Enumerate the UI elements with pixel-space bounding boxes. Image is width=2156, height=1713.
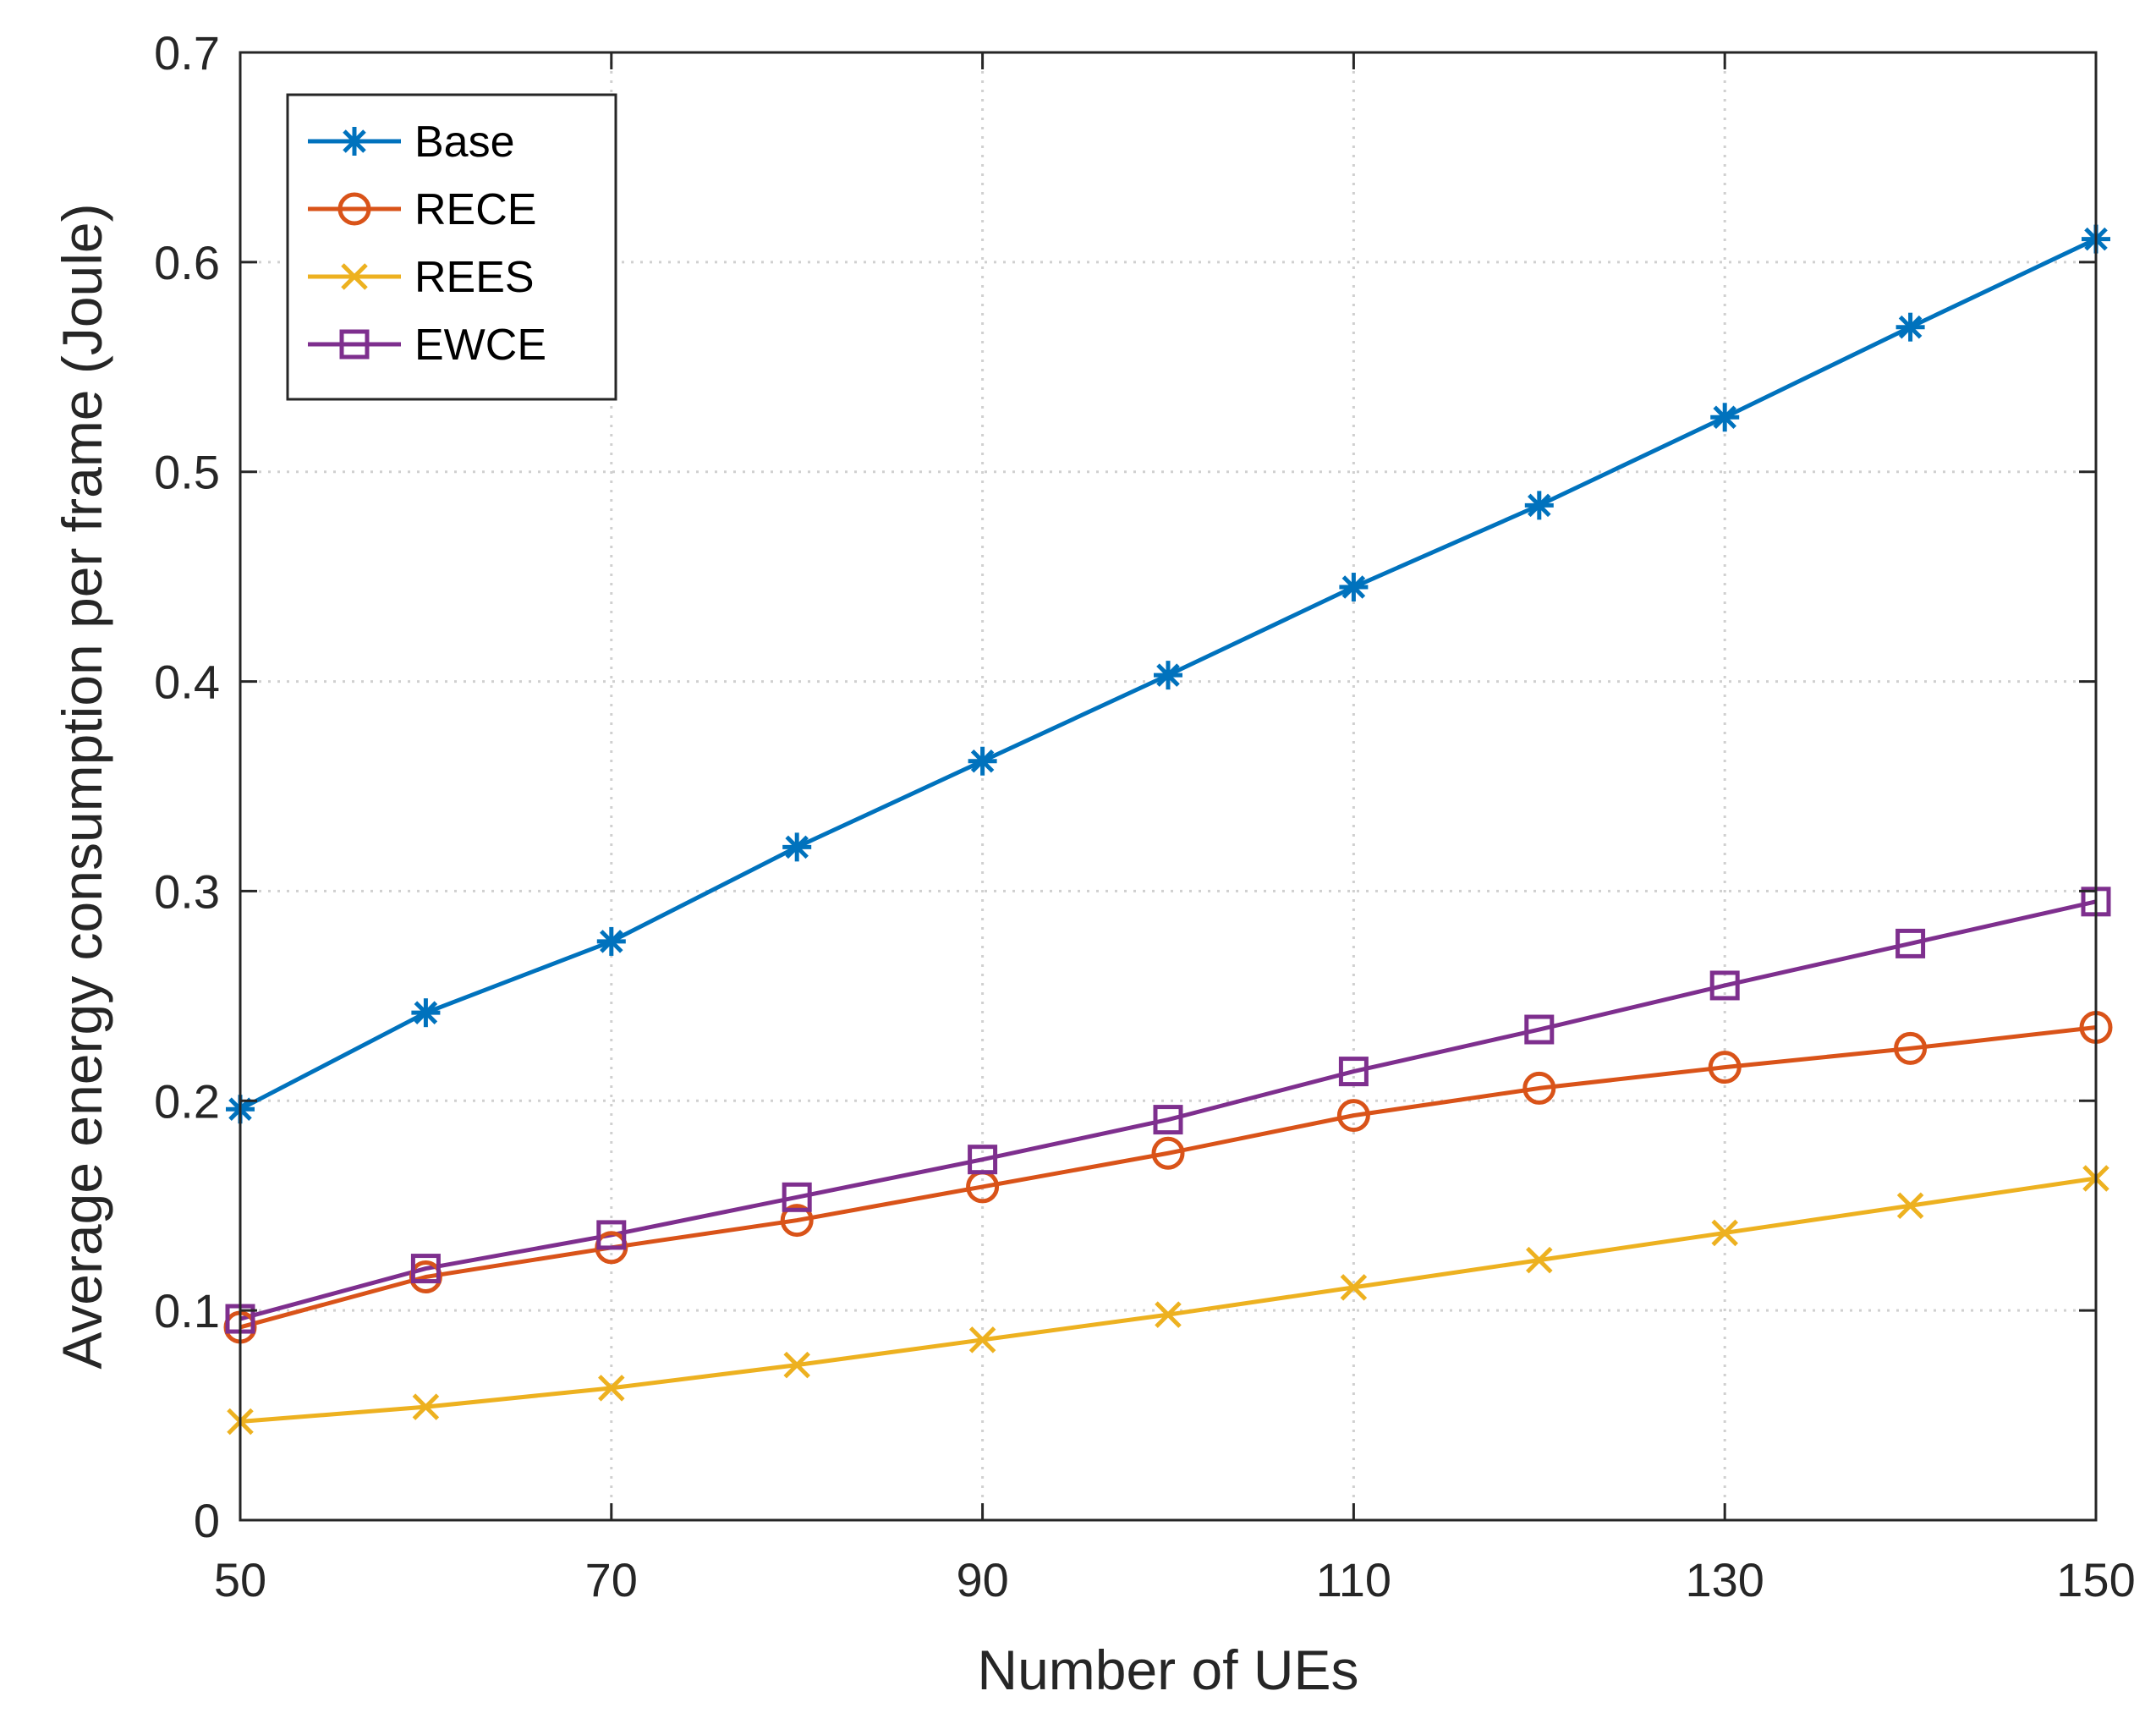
legend: Base RECE REES EWCE bbox=[286, 93, 617, 401]
point-base-130 bbox=[1710, 403, 1740, 432]
legend-label-base: Base bbox=[414, 118, 515, 167]
point-base-90 bbox=[968, 746, 997, 776]
y-tick-label: 0.4 bbox=[154, 656, 220, 709]
x-tick-label: 90 bbox=[956, 1553, 1008, 1606]
y-tick-label: 0.5 bbox=[154, 446, 220, 499]
legend-marker-rees bbox=[341, 263, 368, 290]
series-line-rece bbox=[239, 1025, 2097, 1330]
legend-label-rees: REES bbox=[414, 253, 535, 302]
legend-marker-rece bbox=[337, 192, 371, 226]
legend-marker-ewce bbox=[339, 329, 370, 360]
point-rees-70 bbox=[598, 1375, 625, 1402]
plot-area-frame bbox=[239, 51, 2098, 1522]
axis-ticks bbox=[239, 51, 2098, 1522]
point-ewce-110 bbox=[1338, 1057, 1369, 1087]
legend-label-ewce: EWCE bbox=[414, 321, 546, 370]
series-markers bbox=[223, 224, 2113, 1436]
point-rees-120 bbox=[1526, 1246, 1553, 1274]
x-tick-labels: 50 70 90 110 130 150 bbox=[214, 1553, 2136, 1606]
point-base-100 bbox=[1154, 661, 1182, 690]
point-base-80 bbox=[782, 832, 812, 862]
point-rece-120 bbox=[1522, 1071, 1556, 1105]
point-rees-110 bbox=[1340, 1274, 1368, 1301]
point-rece-80 bbox=[780, 1204, 814, 1238]
y-tick-label: 0.2 bbox=[154, 1074, 220, 1128]
point-base-140 bbox=[1895, 312, 1925, 342]
x-tick-label: 110 bbox=[1316, 1553, 1391, 1606]
point-ewce-130 bbox=[1709, 970, 1740, 1001]
point-ewce-140 bbox=[1895, 928, 1926, 958]
point-ewce-60 bbox=[410, 1254, 441, 1284]
point-ewce-90 bbox=[968, 1145, 998, 1175]
point-rees-80 bbox=[783, 1351, 810, 1379]
legend-label-rece: RECE bbox=[414, 185, 536, 234]
point-ewce-100 bbox=[1153, 1105, 1183, 1135]
x-tick-label: 50 bbox=[214, 1553, 266, 1606]
x-axis-title: Number of UEs bbox=[977, 1639, 1358, 1701]
point-rece-130 bbox=[1708, 1051, 1742, 1084]
y-tick-labels: 0 0.1 0.2 0.3 0.4 0.5 0.6 0.7 bbox=[154, 26, 220, 1547]
point-rees-90 bbox=[968, 1326, 996, 1353]
point-rece-100 bbox=[1151, 1136, 1185, 1170]
point-ewce-70 bbox=[596, 1220, 627, 1250]
point-rees-140 bbox=[1896, 1192, 1924, 1219]
point-rees-60 bbox=[412, 1393, 440, 1420]
point-base-110 bbox=[1339, 573, 1369, 602]
point-rees-130 bbox=[1711, 1219, 1738, 1247]
legend-marker-base bbox=[340, 127, 369, 156]
point-ewce-120 bbox=[1524, 1014, 1555, 1045]
x-tick-label: 150 bbox=[2056, 1553, 2135, 1606]
point-rees-100 bbox=[1155, 1301, 1182, 1328]
y-tick-label: 0.1 bbox=[154, 1284, 220, 1337]
point-rece-140 bbox=[1894, 1031, 1928, 1065]
y-tick-label: 0.7 bbox=[154, 26, 220, 80]
y-tick-label: 0.3 bbox=[154, 865, 220, 918]
point-base-120 bbox=[1524, 491, 1554, 520]
x-tick-label: 130 bbox=[1685, 1553, 1764, 1606]
series-line-ewce bbox=[239, 899, 2097, 1321]
point-ewce-80 bbox=[782, 1182, 812, 1212]
y-tick-label: 0.6 bbox=[154, 236, 220, 289]
y-axis-title: Average energy consumption per frame (Jo… bbox=[51, 203, 113, 1369]
y-tick-label: 0 bbox=[194, 1494, 220, 1547]
point-rece-110 bbox=[1336, 1099, 1370, 1133]
point-base-70 bbox=[596, 926, 626, 956]
x-tick-label: 70 bbox=[585, 1553, 638, 1606]
point-base-60 bbox=[411, 998, 441, 1028]
